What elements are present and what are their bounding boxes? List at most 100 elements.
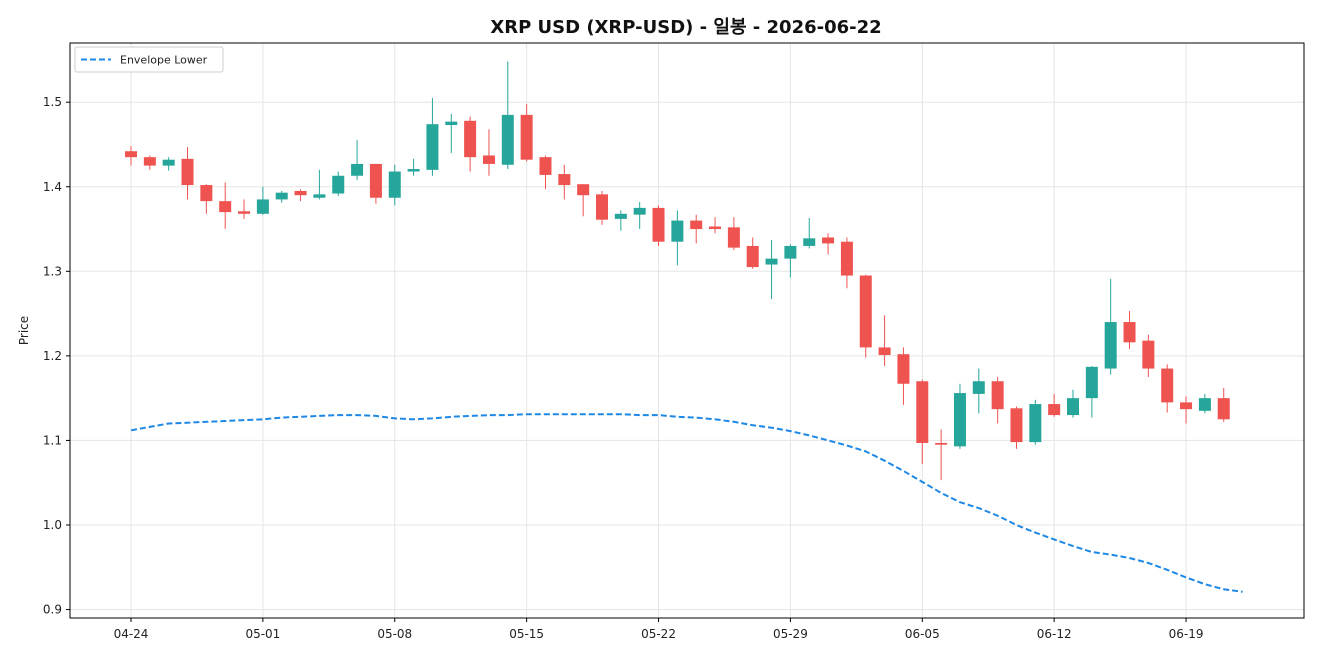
candle xyxy=(859,274,872,358)
candle-body xyxy=(181,158,194,186)
candle xyxy=(916,379,929,465)
candle-body xyxy=(840,241,853,276)
candle xyxy=(1123,311,1136,350)
candle-body xyxy=(1142,340,1155,369)
candle xyxy=(181,147,194,200)
candle xyxy=(878,315,891,367)
candle xyxy=(313,169,326,200)
candle xyxy=(1142,334,1155,378)
candle-body xyxy=(558,174,571,186)
candle xyxy=(935,429,948,481)
candle-body xyxy=(765,258,778,265)
candle xyxy=(577,184,590,217)
candle-body xyxy=(162,159,175,166)
candle xyxy=(784,244,797,278)
candle xyxy=(256,186,269,215)
candle xyxy=(1104,278,1117,375)
candle-body xyxy=(294,190,307,196)
candle-body xyxy=(143,157,156,166)
candle-body xyxy=(238,211,251,214)
candle-body xyxy=(1198,398,1211,411)
candle-body xyxy=(1067,398,1079,416)
candle xyxy=(275,190,288,203)
y-tick-label: 1.0 xyxy=(43,518,62,532)
candle xyxy=(822,233,835,255)
candle xyxy=(143,155,156,170)
candle-body xyxy=(1010,408,1023,443)
candle-body xyxy=(897,354,910,384)
candle-body xyxy=(200,185,213,202)
candle xyxy=(426,97,439,176)
candle-body xyxy=(822,237,835,244)
candle xyxy=(558,164,571,200)
candle-body xyxy=(972,381,985,394)
candle xyxy=(501,61,514,169)
candle-body xyxy=(1123,322,1136,343)
candle xyxy=(1217,388,1230,422)
candle-body xyxy=(1161,368,1174,403)
y-tick-label: 0.9 xyxy=(43,603,62,617)
grid-lines xyxy=(70,43,1304,618)
candle-body xyxy=(332,175,345,194)
candle-body xyxy=(727,227,740,248)
x-tick-label: 04-24 xyxy=(114,627,149,641)
candle-body xyxy=(916,381,929,443)
candle xyxy=(671,210,684,266)
candle xyxy=(596,190,608,225)
candle xyxy=(991,377,1004,424)
x-tick-label: 06-12 xyxy=(1037,627,1072,641)
x-tick-label: 05-22 xyxy=(641,627,676,641)
candle xyxy=(765,240,778,300)
legend-entry-envelope-lower: Envelope Lower xyxy=(120,54,208,67)
candle-body xyxy=(709,226,722,230)
candle-body xyxy=(1180,402,1193,410)
candle-body xyxy=(596,194,608,220)
candle-body xyxy=(501,114,514,165)
candle xyxy=(238,199,251,219)
candle-body xyxy=(313,194,326,198)
y-axis-label: Price xyxy=(17,316,31,345)
candle xyxy=(407,158,420,176)
candle-body xyxy=(1029,404,1042,443)
candle-body xyxy=(388,171,401,198)
candle-body xyxy=(991,381,1004,410)
candle xyxy=(840,237,853,289)
candle-body xyxy=(671,220,684,242)
x-tick-label: 05-08 xyxy=(377,627,412,641)
candle-body xyxy=(784,245,797,259)
y-tick-label: 1.2 xyxy=(43,349,62,363)
candle xyxy=(709,217,722,234)
candle-body xyxy=(652,207,665,242)
candle-body xyxy=(1085,366,1098,399)
candle xyxy=(633,201,646,230)
x-tick-label: 06-19 xyxy=(1169,627,1204,641)
candle-body xyxy=(125,151,137,158)
candle xyxy=(972,368,985,414)
candle-body xyxy=(1048,404,1061,416)
candle xyxy=(727,217,740,251)
candle-body xyxy=(859,275,872,348)
candle xyxy=(520,103,533,162)
y-tick-label: 1.3 xyxy=(43,264,62,278)
candle xyxy=(294,189,307,202)
candle-body xyxy=(614,213,627,219)
candle xyxy=(464,116,477,172)
candle-body xyxy=(256,199,269,214)
candle-body xyxy=(520,114,533,160)
x-tick-label: 05-29 xyxy=(773,627,808,641)
candle-body xyxy=(482,155,495,164)
candle-body xyxy=(878,347,891,356)
candle xyxy=(897,347,910,405)
candle-body xyxy=(539,157,552,175)
candle xyxy=(1029,399,1042,445)
candle xyxy=(1198,393,1211,414)
y-tick-label: 1.5 xyxy=(43,95,62,109)
candle-body xyxy=(690,220,703,230)
legend-box xyxy=(74,46,224,73)
candle-body xyxy=(746,245,759,268)
candle xyxy=(351,140,364,180)
candle xyxy=(1010,406,1023,449)
candle xyxy=(332,171,345,197)
candle-body xyxy=(633,207,646,215)
